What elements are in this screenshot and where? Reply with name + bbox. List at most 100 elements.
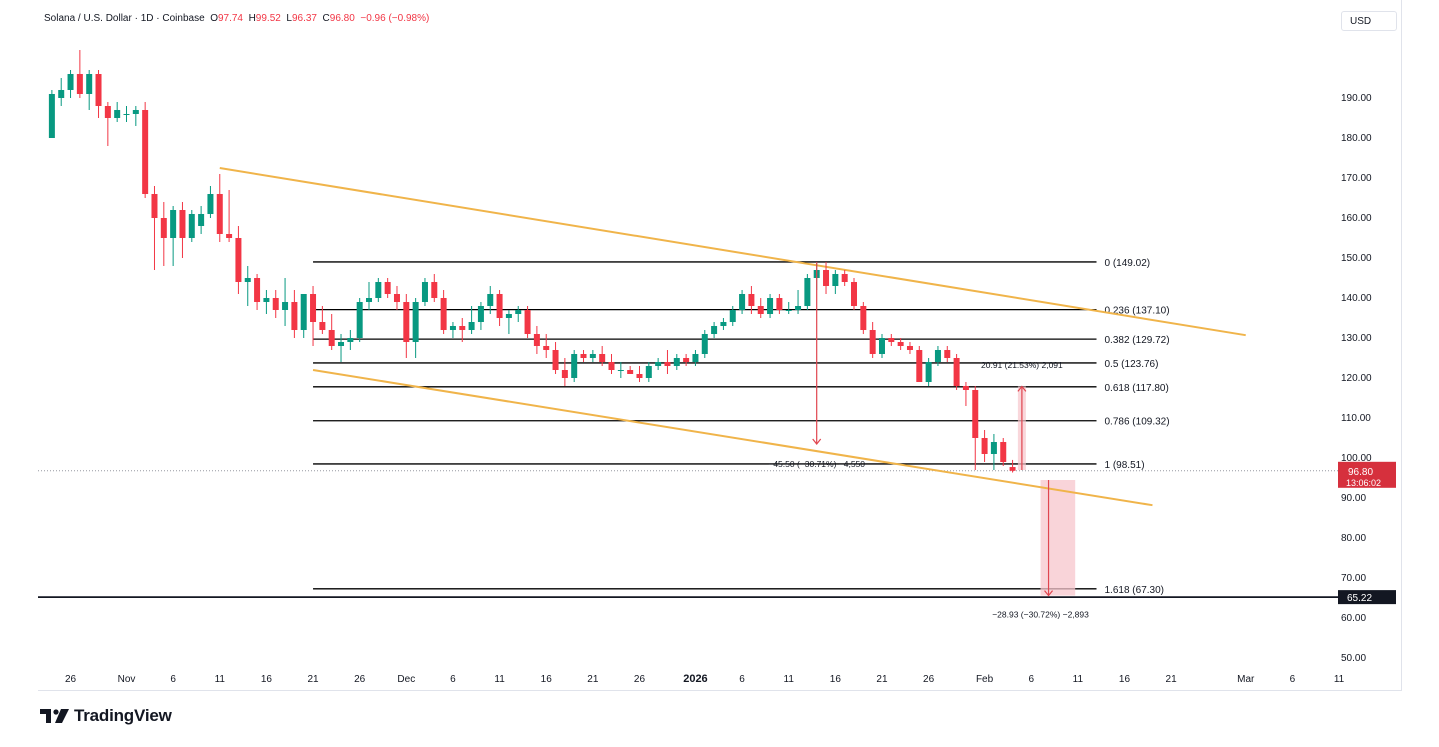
- x-tick-label: 16: [830, 674, 842, 685]
- candle-body: [580, 354, 587, 358]
- tradingview-logo[interactable]: TradingView: [40, 706, 172, 726]
- candle-body: [440, 298, 447, 330]
- candle-body: [179, 210, 186, 238]
- candle-body: [608, 362, 615, 370]
- candle-body: [776, 298, 783, 310]
- current-price-value: 96.80: [1348, 467, 1373, 478]
- symbol-name[interactable]: Solana / U.S. Dollar · 1D · Coinbase: [44, 13, 205, 24]
- y-tick-label: 180.00: [1341, 133, 1372, 144]
- measure-arrowhead: [812, 438, 822, 445]
- y-tick-label: 100.00: [1341, 453, 1372, 464]
- candle-body: [571, 354, 578, 378]
- candle-body: [477, 306, 484, 322]
- candle-body: [543, 346, 550, 350]
- candle-body: [384, 282, 391, 294]
- y-tick-label: 80.00: [1341, 533, 1366, 544]
- candle-body: [823, 270, 830, 286]
- candle-body: [132, 110, 139, 114]
- low-value: 96.37: [291, 13, 317, 24]
- candle-body: [524, 310, 531, 334]
- y-tick-label: 130.00: [1341, 333, 1372, 344]
- candle-body: [459, 326, 466, 330]
- candle-body: [533, 334, 540, 346]
- candle-body: [263, 298, 270, 302]
- x-tick-label: 11: [784, 674, 795, 685]
- candle-body: [655, 362, 662, 366]
- high-value: 99.52: [255, 13, 281, 24]
- open-label: O: [210, 13, 218, 24]
- candle-body: [785, 310, 792, 311]
- candle-body: [151, 194, 158, 218]
- fib-level-label: 1 (98.51): [1105, 460, 1145, 471]
- candle-body: [86, 74, 93, 94]
- candle-body: [757, 306, 764, 314]
- candle-body: [683, 358, 690, 362]
- candle-body: [645, 366, 652, 378]
- support-price-tag: [1338, 590, 1396, 605]
- candle-body: [496, 294, 503, 318]
- x-tick-label: 21: [1166, 674, 1178, 685]
- candle-body: [291, 302, 298, 330]
- candlestick-chart[interactable]: 190.00 180.00 170.00 160.00 150.00 140.00 130.…: [38, 0, 1401, 690]
- x-tick-label: 11: [1334, 674, 1345, 685]
- candle-body: [981, 438, 988, 454]
- candle-body: [375, 282, 382, 298]
- candle-body: [170, 210, 177, 238]
- x-tick-label: 11: [494, 674, 505, 685]
- candle-body: [188, 214, 195, 238]
- candle-body: [515, 310, 522, 314]
- y-tick-label: 110.00: [1341, 413, 1371, 424]
- candle-body: [729, 310, 736, 322]
- measure-label: −45.50 (−30.71%) −4,550: [768, 459, 865, 469]
- candle-body: [123, 114, 130, 115]
- y-tick-label: 170.00: [1341, 173, 1372, 184]
- channel-upper-line: [219, 167, 1246, 337]
- high-label: H: [248, 13, 256, 24]
- x-tick-label: 16: [1119, 674, 1131, 685]
- candle-body: [869, 330, 876, 354]
- candle-body: [142, 110, 149, 194]
- x-tick-label: 16: [261, 674, 273, 685]
- candle-body: [235, 238, 242, 282]
- candle-body: [906, 346, 913, 350]
- candle-body: [67, 74, 74, 90]
- candle-body: [832, 274, 839, 286]
- candle-body: [254, 278, 261, 302]
- tradingview-wordmark: TradingView: [74, 706, 172, 725]
- candle-body: [888, 338, 895, 342]
- candle-body: [319, 322, 326, 330]
- candle-body: [897, 342, 904, 346]
- candle-body: [310, 294, 317, 322]
- candle-body: [282, 302, 289, 310]
- candle-body: [990, 442, 997, 454]
- candle-body: [244, 278, 251, 282]
- x-tick-label: 26: [354, 674, 366, 685]
- low-label: L: [286, 13, 292, 24]
- x-tick-label: 6: [450, 674, 456, 685]
- x-tick-label: 26: [65, 674, 77, 685]
- candle-body: [860, 306, 867, 330]
- y-tick-label: 70.00: [1341, 573, 1366, 584]
- y-tick-label: 190.00: [1341, 93, 1372, 104]
- measure-zone: [1040, 480, 1076, 596]
- candle-body: [804, 278, 811, 306]
- x-tick-label: 6: [1290, 674, 1296, 685]
- currency-button[interactable]: USD: [1341, 11, 1397, 31]
- candle-body: [347, 338, 354, 342]
- y-tick-label: 60.00: [1341, 613, 1366, 624]
- fib-level-label: 0.382 (129.72): [1105, 335, 1170, 346]
- y-tick-label: 160.00: [1341, 213, 1372, 224]
- candle-body: [636, 374, 643, 378]
- fib-level-label: 1.618 (67.30): [1105, 585, 1165, 596]
- candle-body: [599, 354, 606, 362]
- candle-body: [944, 350, 951, 358]
- candle-body: [338, 342, 345, 346]
- candle-body: [748, 294, 755, 306]
- measure-arrowhead: [1017, 385, 1027, 392]
- fib-level-label: 0.786 (109.32): [1105, 417, 1170, 428]
- candle-body: [953, 358, 960, 386]
- chart-frame: 190.00 180.00 170.00 160.00 150.00 140.00 130.…: [38, 0, 1402, 691]
- candle-body: [692, 354, 699, 362]
- channel-lower-line: [312, 369, 1153, 507]
- support-price-value: 65.22: [1347, 593, 1372, 604]
